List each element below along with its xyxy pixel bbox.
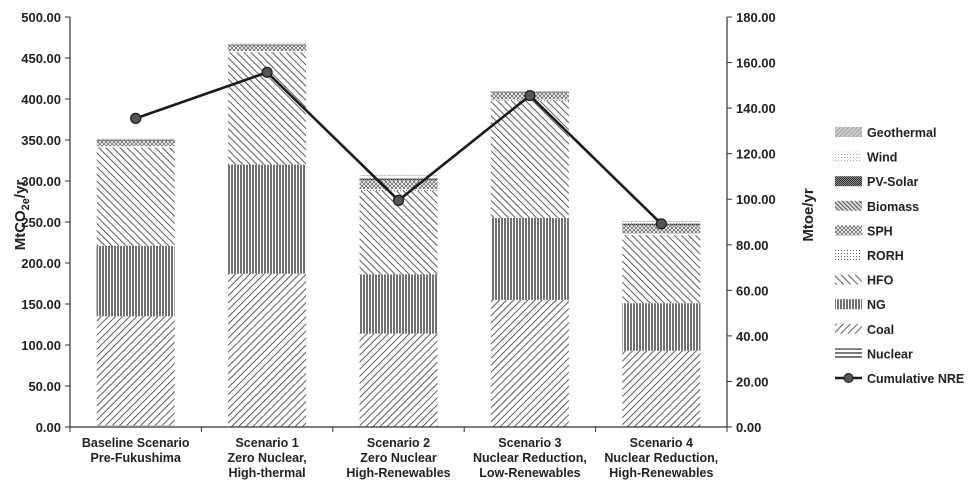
x-tick-label-0: Baseline Scenario Pre-Fukushima — [82, 436, 190, 465]
legend-swatch-hfo — [835, 274, 862, 285]
bar-coal-0 — [96, 316, 175, 426]
legend-label-sph: SPH — [867, 224, 893, 238]
bar-ng-0 — [96, 245, 175, 317]
bar-ng-3 — [490, 217, 569, 300]
legend-label-coal: Coal — [867, 323, 894, 337]
bar-sph-0 — [96, 140, 175, 147]
bar-pv-solar-2 — [359, 178, 438, 181]
y-right-tick-label: 160.00 — [736, 56, 776, 71]
cumulative-nre-point-2 — [392, 194, 405, 206]
y-right-tick-label: 140.00 — [736, 101, 776, 116]
y-left-tick-label: 0.00 — [36, 420, 61, 435]
legend-swatch-coal — [835, 323, 862, 334]
bar-sph-2 — [359, 181, 438, 190]
bar-geothermal-2 — [359, 175, 438, 177]
x-tick-label-1: Scenario 1 Zero Nuclear, High-thermal — [227, 436, 306, 480]
y-left-tick-label: 150.00 — [21, 297, 61, 312]
y-right-tick-label: 60.00 — [736, 283, 769, 298]
legend-label-hfo: HFO — [867, 274, 894, 288]
legend-swatch-ng — [835, 299, 862, 310]
x-tick-label-2: Scenario 2 Zero Nuclear High-Renewables — [346, 436, 450, 480]
legend-swatch-nuclear — [835, 348, 862, 359]
y-left-tick-label: 250.00 — [21, 215, 61, 230]
bar-ng-4 — [622, 303, 701, 351]
y-left-tick-label: 200.00 — [21, 256, 61, 271]
legend-swatch-sph — [835, 225, 862, 236]
y-right-tick-label: 180.00 — [736, 10, 776, 25]
y-axis-right-label: Mtoe/yr — [800, 188, 817, 242]
bar-rorh-1 — [228, 51, 307, 53]
legend-swatch-geothermal — [835, 127, 862, 137]
bar-coal-3 — [490, 299, 569, 427]
bar-hfo-0 — [96, 147, 175, 246]
legend-label-ng: NG — [867, 298, 886, 312]
bar-ng-1 — [228, 164, 307, 274]
y-right-tick-label: 100.00 — [736, 192, 776, 207]
x-tick-label-4: Scenario 4 Nuclear Reduction, High-Renewab… — [604, 436, 718, 480]
bar-rorh-0 — [96, 146, 175, 148]
cumulative-nre-line — [130, 66, 667, 230]
legend-swatch-wind — [835, 151, 862, 162]
bar-sph-1 — [228, 45, 307, 52]
bar-pv-solar-0 — [96, 139, 175, 141]
bar-rorh-2 — [359, 189, 438, 191]
cumulative-nre-point-4 — [655, 218, 667, 230]
bar-coal-2 — [359, 333, 438, 427]
bar-geothermal-1 — [228, 43, 307, 45]
y-left-tick-label: 300.00 — [21, 174, 61, 189]
y-left-tick-label: 400.00 — [21, 92, 61, 107]
y-left-tick-label: 450.00 — [21, 51, 61, 66]
legend-swatch-pv-solar — [835, 176, 862, 187]
cumulative-nre-point-3 — [524, 89, 536, 102]
bar-biomass-2 — [359, 180, 438, 181]
legend-swatch-rorh — [835, 250, 862, 260]
cumulative-nre-point-0 — [130, 112, 142, 124]
y-right-tick-label: 20.00 — [736, 374, 769, 389]
y-left-tick-label: 100.00 — [21, 338, 61, 353]
y-right-tick-label: 0.00 — [736, 420, 761, 435]
y-axis-left-label: MtCO2e/yr — [12, 180, 32, 251]
bar-ng-2 — [359, 274, 438, 334]
bar-geothermal-0 — [96, 138, 175, 140]
y-right-tick-label: 120.00 — [736, 147, 776, 162]
y-left-tick-label: 350.00 — [21, 133, 61, 148]
legend-label-pv-solar: PV-Solar — [867, 175, 919, 189]
bar-sph-4 — [622, 226, 701, 234]
legend-label-cumulative-nre: Cumulative NRE — [867, 372, 964, 386]
legend-label-wind: Wind — [867, 151, 897, 165]
bar-pv-solar-1 — [228, 44, 307, 46]
x-tick-label-3: Scenario 3 Nuclear Reduction, Low-Renewabl… — [473, 436, 587, 480]
legend: Geothermal Wind PV-Solar Biomass SPH RORH HFO N… — [835, 126, 964, 386]
bar-coal-4 — [622, 350, 701, 427]
legend-marker-cumulative-nre — [843, 373, 854, 383]
bar-rorh-4 — [622, 233, 701, 236]
y-right-tick-label: 80.00 — [736, 238, 769, 253]
legend-label-nuclear: Nuclear — [867, 347, 913, 361]
y-right-tick-label: 40.00 — [736, 329, 769, 344]
bar-coal-1 — [228, 273, 307, 427]
legend-label-rorh: RORH — [867, 249, 904, 263]
y-left-tick-label: 500.00 — [21, 10, 61, 25]
legend-swatch-biomass — [835, 200, 862, 211]
cumulative-nre-point-1 — [261, 66, 273, 78]
legend-label-geothermal: Geothermal — [867, 126, 936, 140]
bar-nuclear-0 — [96, 425, 175, 427]
bar-stacks — [96, 43, 701, 427]
y-left-tick-label: 50.00 — [28, 379, 61, 394]
axes: 0.00 50.00 100.00 150.00 200.00 250.00 300.00 3… — [21, 10, 776, 480]
bar-wind-2 — [359, 176, 438, 179]
legend-label-biomass: Biomass — [867, 200, 919, 214]
bar-hfo-4 — [622, 235, 701, 304]
